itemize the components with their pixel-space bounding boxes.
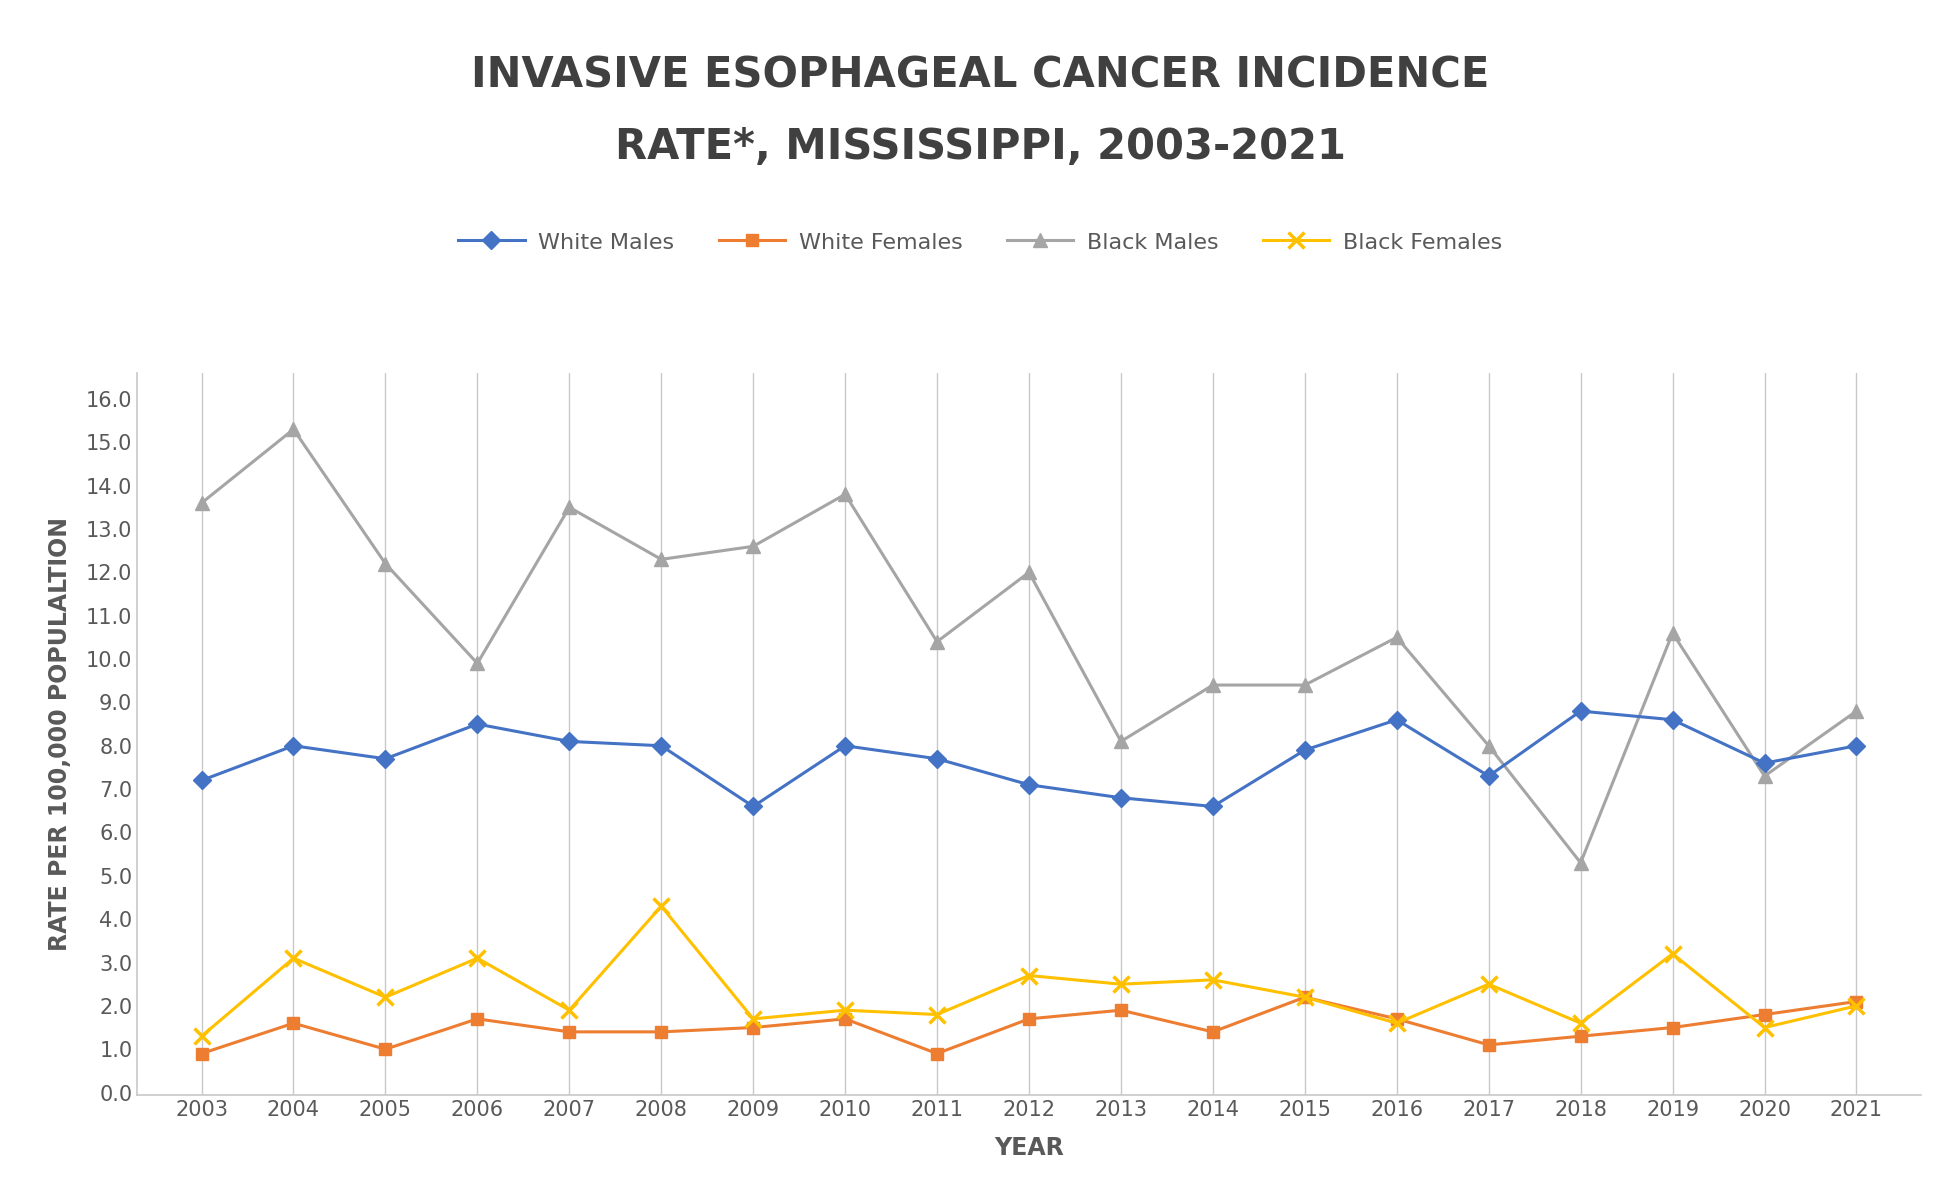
X-axis label: YEAR: YEAR [994, 1137, 1064, 1160]
Y-axis label: RATE PER 100,000 POPULALTION: RATE PER 100,000 POPULALTION [47, 517, 73, 950]
Text: RATE*, MISSISSIPPI, 2003-2021: RATE*, MISSISSIPPI, 2003-2021 [615, 126, 1345, 168]
Text: INVASIVE ESOPHAGEAL CANCER INCIDENCE: INVASIVE ESOPHAGEAL CANCER INCIDENCE [470, 54, 1490, 96]
Legend: White Males, White Females, Black Males, Black Females: White Males, White Females, Black Males,… [449, 221, 1511, 262]
